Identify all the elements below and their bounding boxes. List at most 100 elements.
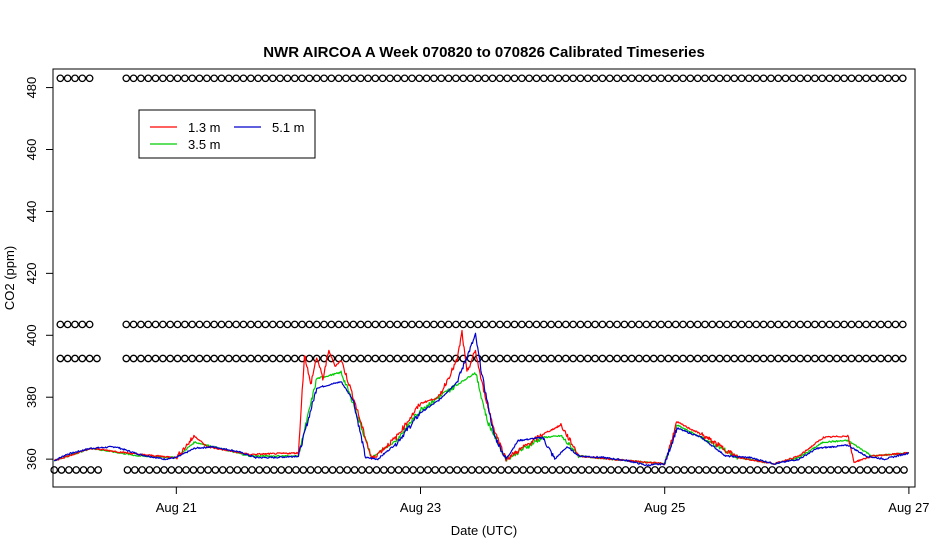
sample-point (431, 466, 440, 474)
sample-point (752, 354, 761, 363)
sample-point (746, 466, 755, 474)
sample-point (519, 466, 527, 474)
sample-point (504, 466, 513, 474)
sample-point (423, 466, 432, 474)
sample-point (693, 320, 702, 329)
sample-point (415, 74, 424, 83)
sample-point (671, 354, 680, 363)
sample-point (774, 320, 783, 329)
sample-point (818, 354, 827, 363)
sample-point (525, 74, 534, 83)
sample-point (715, 354, 724, 363)
sample-point (56, 354, 65, 363)
sample-point (122, 354, 131, 363)
sample-point (686, 74, 695, 83)
sample-point (730, 74, 739, 83)
sample-point (847, 74, 856, 83)
sample-point (173, 74, 182, 83)
sample-point (708, 74, 717, 83)
sample-point (305, 320, 314, 329)
sample-point (56, 320, 65, 329)
sample-point (723, 74, 731, 83)
sample-point (336, 466, 344, 474)
sample-point (321, 466, 330, 474)
sample-point (196, 466, 205, 474)
sample-point (583, 354, 592, 363)
sample-point (599, 466, 608, 474)
sample-point (364, 320, 372, 329)
sample-point (393, 354, 402, 363)
sample-point (327, 354, 336, 363)
sample-point (767, 74, 775, 83)
sample-point (526, 466, 535, 474)
sample-point (620, 320, 629, 329)
sample-point (151, 320, 160, 329)
sample-point (525, 320, 534, 329)
sample-point (182, 466, 190, 474)
sample-point (510, 320, 519, 329)
sample-point (737, 74, 746, 83)
sample-point (635, 354, 643, 363)
sample-point (217, 320, 226, 329)
sample-point (539, 320, 548, 329)
sample-point (210, 320, 219, 329)
sample-point (400, 320, 409, 329)
sample-point (869, 354, 878, 363)
sample-point (166, 320, 175, 329)
x-axis: Aug 21 Aug 23 Aug 25 Aug 27 (156, 487, 929, 515)
sample-point (393, 320, 402, 329)
sample-point (649, 320, 658, 329)
sample-point (320, 320, 328, 329)
sample-point (452, 320, 460, 329)
sample-point (350, 466, 359, 474)
sample-point (386, 74, 394, 83)
sample-point (782, 466, 791, 474)
sample-point (327, 74, 336, 83)
sample-point (812, 466, 820, 474)
sample-point (613, 354, 621, 363)
sample-point (856, 466, 864, 474)
sample-point (825, 354, 834, 363)
sample-point (671, 320, 680, 329)
sample-point (768, 466, 776, 474)
sample-point (299, 466, 308, 474)
sample-point (649, 354, 658, 363)
sample-point (525, 354, 534, 363)
sample-point (671, 74, 680, 83)
legend-label-5-1m: 5.1 m (272, 120, 305, 135)
sample-point (365, 466, 374, 474)
sample-point (715, 320, 724, 329)
sample-point (752, 74, 761, 83)
sample-point (94, 466, 103, 474)
sample-point (159, 74, 167, 83)
sample-point (290, 354, 299, 363)
sample-point (342, 74, 350, 83)
sample-point (503, 320, 512, 329)
sample-point (85, 354, 94, 363)
sample-point (255, 466, 264, 474)
sample-point (298, 74, 306, 83)
sample-point (621, 466, 630, 474)
sample-point (673, 466, 681, 474)
sample-point (717, 466, 725, 474)
sample-point (283, 74, 292, 83)
sample-point (211, 466, 220, 474)
sample-point (745, 74, 753, 83)
sample-point (613, 320, 621, 329)
sample-point (248, 466, 256, 474)
sample-point (885, 466, 894, 474)
sample-point (430, 354, 438, 363)
sample-point (635, 320, 643, 329)
sample-point (78, 74, 87, 83)
sample-point (665, 466, 674, 474)
sample-point (709, 466, 718, 474)
sample-point (181, 74, 189, 83)
sample-point (50, 466, 59, 474)
sample-point (680, 466, 689, 474)
sample-point (737, 354, 746, 363)
sample-point (482, 466, 491, 474)
sample-point (811, 320, 819, 329)
sample-point (745, 354, 753, 363)
sample-point (695, 466, 703, 474)
